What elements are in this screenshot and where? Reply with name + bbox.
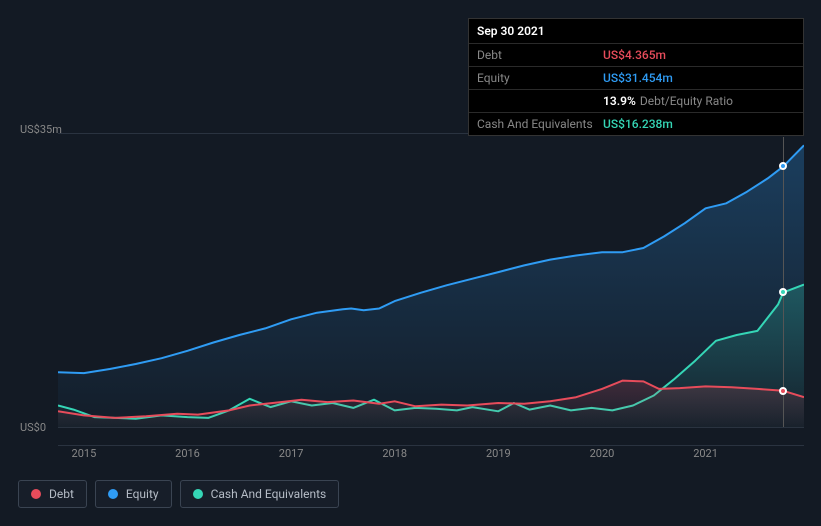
tooltip-row-value: US$31.454m bbox=[603, 71, 673, 85]
legend-label: Cash And Equivalents bbox=[211, 487, 327, 501]
tooltip-row: EquityUS$31.454m bbox=[469, 67, 803, 90]
legend-item[interactable]: Equity bbox=[95, 480, 172, 508]
x-axis-label: 2019 bbox=[486, 447, 511, 460]
tooltip-ratio: 13.9%Debt/Equity Ratio bbox=[603, 94, 733, 108]
chart-area: US$35m US$0 2015 2016 2017 2018 2019 2020 2021 bbox=[18, 125, 804, 465]
x-axis-label: 2018 bbox=[382, 447, 407, 460]
x-axis-label: 2021 bbox=[693, 447, 718, 460]
tooltip-row-value: US$16.238m bbox=[603, 117, 673, 131]
x-axis-label: 2020 bbox=[590, 447, 615, 460]
tooltip-row: Cash And EquivalentsUS$16.238m bbox=[469, 113, 803, 135]
tooltip-row-label: Debt bbox=[477, 48, 603, 62]
legend-item[interactable]: Cash And Equivalents bbox=[180, 480, 340, 508]
legend-swatch bbox=[193, 489, 203, 499]
plot-region[interactable] bbox=[58, 137, 804, 427]
hover-marker bbox=[779, 162, 787, 170]
x-axis-label: 2016 bbox=[175, 447, 200, 460]
tooltip-panel: Sep 30 2021 DebtUS$4.365mEquityUS$31.454… bbox=[468, 18, 804, 136]
tooltip-row-value: US$4.365m bbox=[603, 48, 666, 62]
hover-cursor-line bbox=[783, 137, 784, 427]
tooltip-row-label bbox=[477, 94, 603, 108]
legend-swatch bbox=[31, 489, 41, 499]
hover-marker bbox=[779, 288, 787, 296]
legend-label: Debt bbox=[49, 487, 74, 501]
tooltip-date: Sep 30 2021 bbox=[469, 19, 803, 44]
y-gridline-zero bbox=[58, 427, 804, 428]
legend-item[interactable]: Debt bbox=[18, 480, 87, 508]
tooltip-row-label: Equity bbox=[477, 71, 603, 85]
legend-label: Equity bbox=[126, 487, 159, 501]
hover-marker bbox=[779, 387, 787, 395]
tooltip-row: DebtUS$4.365m bbox=[469, 44, 803, 67]
legend: Debt Equity Cash And Equivalents bbox=[18, 480, 339, 508]
y-axis-zero-label: US$0 bbox=[20, 421, 46, 434]
legend-swatch bbox=[108, 489, 118, 499]
x-axis-label: 2015 bbox=[72, 447, 97, 460]
tooltip-row-label: Cash And Equivalents bbox=[477, 117, 603, 131]
tooltip-row: 13.9%Debt/Equity Ratio bbox=[469, 90, 803, 113]
x-axis-line bbox=[58, 445, 804, 446]
y-axis-max-label: US$35m bbox=[20, 123, 62, 136]
x-axis-label: 2017 bbox=[279, 447, 304, 460]
